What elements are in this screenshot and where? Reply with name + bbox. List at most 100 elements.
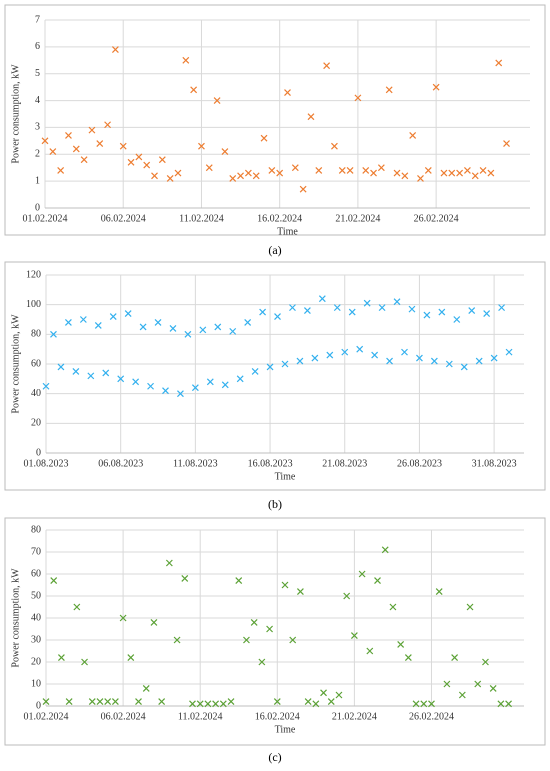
y-tick-label: 80 [31, 329, 41, 340]
data-point [474, 680, 482, 688]
x-axis-label: Time [275, 471, 296, 482]
y-tick-label: 2 [35, 149, 40, 160]
data-point [158, 698, 166, 706]
data-point [154, 319, 162, 326]
data-point [428, 700, 435, 708]
data-point [466, 603, 474, 611]
data-point [174, 169, 182, 177]
data-point [196, 700, 204, 708]
data-point [227, 698, 235, 706]
data-point [221, 148, 229, 156]
data-point [346, 166, 354, 174]
x-tick-label: 11.02.2024 [179, 213, 224, 224]
data-point [490, 354, 498, 362]
data-point [307, 113, 315, 121]
data-point [401, 172, 409, 180]
data-point [423, 311, 431, 319]
data-point [42, 698, 50, 706]
data-point [378, 304, 386, 312]
x-tick-label: 01.08.2023 [24, 458, 69, 469]
x-axis-label: Time [277, 226, 298, 237]
data-point [229, 327, 237, 335]
data-point [276, 169, 284, 177]
data-point [503, 140, 510, 147]
data-point [487, 169, 495, 177]
y-tick-label: 40 [31, 612, 41, 623]
data-point [291, 164, 299, 172]
data-point [79, 316, 87, 323]
data-point [127, 654, 135, 662]
data-point [451, 654, 459, 662]
y-tick-label: 20 [31, 418, 41, 429]
data-point [189, 700, 196, 708]
data-point [162, 387, 169, 395]
data-point [198, 142, 205, 150]
data-point [127, 158, 135, 166]
data-point [475, 357, 483, 365]
data-point [471, 172, 479, 180]
data-point [229, 175, 237, 182]
data-point [438, 308, 446, 316]
y-axis-label: Power consumption, kW [10, 314, 21, 414]
data-point [440, 169, 448, 177]
data-point [468, 307, 476, 315]
data-point [327, 698, 335, 706]
data-point [109, 313, 117, 320]
data-point [296, 357, 304, 365]
data-point [445, 360, 453, 368]
y-tick-label: 120 [26, 269, 41, 280]
data-point [150, 618, 158, 626]
data-point [448, 169, 456, 177]
data-point [350, 632, 358, 640]
x-tick-label: 01.02.2024 [23, 213, 68, 224]
data-point [173, 636, 181, 644]
data-point [88, 126, 96, 134]
data-point [73, 603, 81, 611]
data-point [385, 86, 393, 94]
data-point [237, 172, 244, 180]
data-point [289, 636, 297, 644]
data-point [311, 354, 319, 362]
data-point [177, 390, 184, 398]
y-tick-label: 0 [36, 447, 41, 458]
x-tick-label: 06.02.2024 [101, 711, 146, 722]
y-tick-label: 70 [31, 546, 41, 557]
data-point [416, 354, 423, 362]
data-point [41, 137, 49, 145]
data-point [259, 308, 267, 316]
data-point [199, 326, 207, 334]
data-point [393, 169, 401, 177]
data-point [304, 698, 312, 706]
data-point [456, 169, 464, 177]
data-point [356, 345, 364, 353]
y-tick-label: 50 [31, 590, 41, 601]
y-tick-label: 7 [35, 14, 40, 25]
x-tick-label: 16.02.2024 [255, 711, 300, 722]
data-point [404, 654, 412, 662]
data-point [258, 658, 266, 666]
data-point [132, 378, 140, 386]
data-point [463, 166, 471, 174]
data-point [377, 164, 385, 172]
x-tick-label: 16.08.2023 [248, 458, 293, 469]
data-point [65, 132, 72, 139]
y-tick-label: 40 [31, 388, 41, 399]
data-point [139, 323, 147, 331]
data-point [343, 592, 351, 600]
data-point [312, 700, 320, 708]
data-point [432, 83, 440, 91]
data-point [420, 700, 428, 708]
x-axis-label: Time [275, 724, 296, 735]
data-point [94, 322, 102, 329]
data-point [213, 97, 221, 104]
x-tick-label: 01.02.2024 [24, 711, 69, 722]
data-point [169, 324, 177, 332]
y-tick-label: 1 [35, 175, 40, 186]
data-point [104, 121, 112, 129]
data-point [354, 94, 362, 102]
x-tick-label: 21.08.2023 [322, 458, 367, 469]
data-point [303, 307, 311, 315]
data-point [505, 348, 513, 356]
data-point [341, 348, 349, 356]
data-point [119, 614, 127, 622]
